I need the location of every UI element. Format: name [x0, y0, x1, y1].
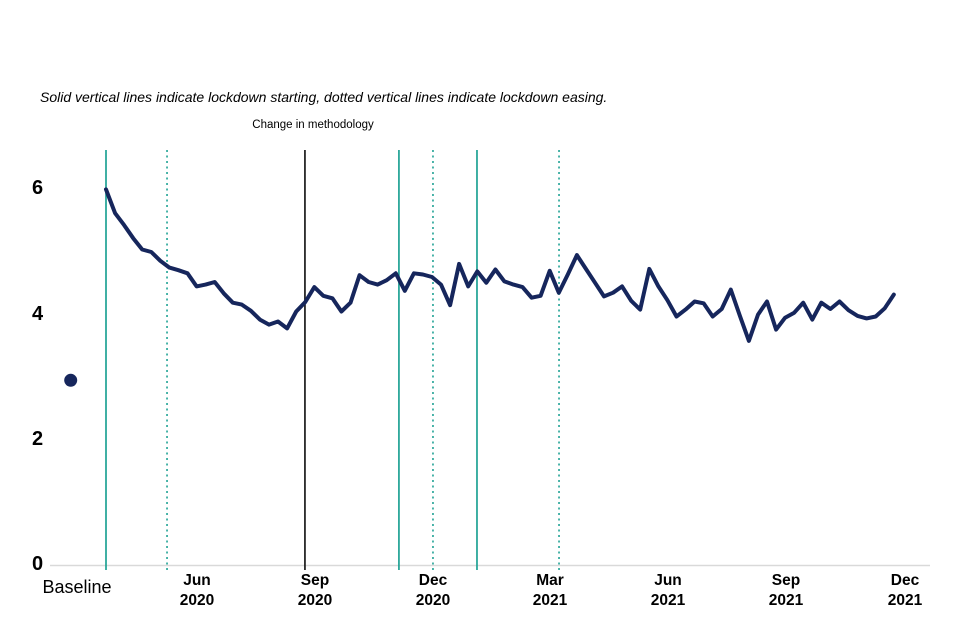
- y-tick-label: 2: [32, 427, 44, 450]
- series-line: [104, 187, 896, 343]
- x-tick-label: Mar 2021: [532, 572, 568, 609]
- x-tick-label: Dec 2021: [887, 572, 923, 609]
- baseline-point: [64, 373, 78, 387]
- methodology-annotation: Change in methodology: [252, 119, 374, 131]
- x-tick-label: Sep 2020: [297, 572, 333, 609]
- y-tick-label: 4: [32, 302, 44, 325]
- legend-note: Solid vertical lines indicate lockdown s…: [40, 89, 608, 105]
- y-tick-label: 0: [32, 553, 44, 576]
- x-tick-label: Baseline: [42, 577, 112, 597]
- y-tick-label: 6: [32, 177, 44, 200]
- x-tick-label: Sep 2021: [768, 572, 804, 609]
- x-tick-label: Jun 2021: [650, 572, 686, 609]
- x-tick-label: Dec 2020: [415, 572, 451, 609]
- x-tick-label: Jun 2020: [179, 572, 215, 609]
